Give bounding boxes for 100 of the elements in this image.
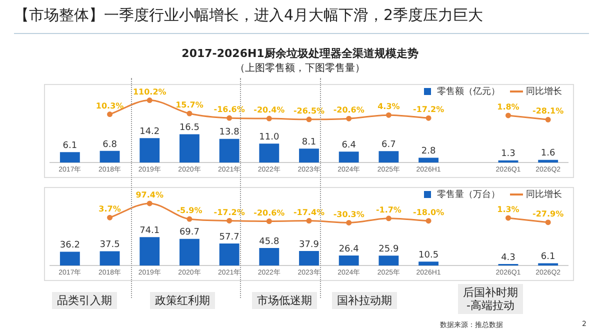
bar — [418, 262, 438, 266]
text: 【市场整体】一季度行业小幅增长，进入4月大幅下滑，2季度压力巨大 — [14, 6, 484, 25]
data-label: 1.3% — [497, 205, 520, 214]
data-label: 6.7 — [382, 140, 396, 150]
data-label: 74.1 — [140, 226, 160, 236]
point — [146, 98, 152, 104]
bar — [219, 243, 240, 266]
point — [346, 116, 352, 122]
bar — [259, 144, 280, 163]
data-label: -27.9% — [532, 209, 564, 218]
data-label: -16.6% — [214, 105, 245, 114]
data-label: 37.9 — [298, 240, 320, 250]
bar — [378, 151, 399, 163]
point — [107, 112, 113, 118]
data-label: 1.6 — [540, 148, 556, 159]
point — [426, 115, 432, 121]
text: 品类引入期 — [52, 292, 117, 309]
bar — [338, 152, 359, 163]
point — [186, 110, 192, 116]
data-label: 97.4% — [136, 190, 164, 200]
legend-label: 零售量（万台） — [437, 188, 500, 200]
bar — [60, 152, 80, 163]
chart-title: 2017-2026H1厨余垃圾处理器全渠道规模走势 — [180, 46, 420, 61]
data-label: -17.2% — [413, 105, 444, 114]
data-label: 110.2% — [132, 87, 166, 96]
point — [505, 112, 511, 118]
data-label: 4.3% — [378, 102, 400, 112]
text: 国补拉动期 — [332, 292, 397, 309]
bar — [418, 158, 438, 163]
data-label: 6.1 — [62, 140, 78, 151]
point — [545, 220, 551, 226]
data-label: 13.8 — [219, 128, 240, 138]
bar — [219, 138, 240, 163]
point — [306, 116, 312, 122]
text: 后国补时期 -高端拉动 — [458, 284, 523, 314]
data-label: 4.3 — [501, 252, 516, 263]
bar — [338, 255, 359, 266]
point — [266, 218, 272, 224]
data-label: 11.0 — [259, 132, 280, 143]
point — [386, 216, 392, 222]
data-label: 6.4 — [342, 140, 356, 150]
chart-subtitle: （上图零售额，下图零售量） — [234, 62, 366, 75]
data-label: 45.8 — [259, 236, 280, 247]
bar — [180, 238, 200, 266]
data-label: 15.7% — [176, 100, 204, 110]
data-label: 1.8% — [497, 102, 520, 112]
data-label: 36.2 — [60, 240, 80, 251]
bar — [259, 248, 280, 266]
data-label: 16.5 — [179, 123, 200, 134]
data-label: -5.9% — [176, 206, 202, 216]
point — [505, 215, 511, 221]
point — [545, 116, 551, 122]
point — [226, 218, 232, 224]
text: 市场低迷期 — [252, 292, 317, 309]
bar — [299, 251, 319, 266]
data-label: 10.3% — [96, 101, 124, 110]
data-label: -1.7% — [376, 205, 402, 214]
data-label: 14.2 — [140, 127, 160, 138]
point — [266, 116, 272, 122]
data-label: -18.0% — [413, 208, 444, 217]
data-label: -17.4% — [293, 208, 325, 217]
text: 政策红利期 — [150, 292, 215, 309]
data-label: 6.8 — [102, 140, 118, 150]
data-label: 6.1 — [540, 252, 556, 262]
data-label: -26.5% — [293, 106, 325, 116]
legend-label: 同比增长 — [526, 188, 562, 200]
point — [346, 220, 352, 226]
bar — [140, 138, 160, 163]
bar — [100, 150, 120, 163]
bar — [378, 256, 399, 266]
point — [186, 216, 192, 222]
point — [226, 115, 232, 121]
data-label: 10.5 — [418, 250, 439, 260]
point — [306, 218, 312, 224]
data-label: -20.6% — [254, 208, 285, 218]
legend-label: 零售额（亿元） — [437, 86, 500, 97]
point — [386, 112, 392, 118]
data-label: 37.5 — [100, 240, 120, 250]
point — [146, 200, 152, 206]
point — [426, 218, 432, 224]
data-label: 25.9 — [378, 244, 399, 254]
bar — [60, 252, 80, 266]
data-label: -28.1% — [532, 106, 564, 116]
legend-label: 同比增长 — [526, 86, 562, 97]
bar — [299, 148, 319, 163]
data-label: -20.6% — [333, 106, 364, 115]
data-label: -20.4% — [254, 106, 285, 115]
data-label: 26.4 — [338, 244, 360, 254]
bar — [180, 134, 200, 163]
bar — [538, 160, 558, 163]
data-label: 2.8 — [421, 146, 436, 157]
point — [107, 214, 113, 220]
data-label: 3.7% — [98, 204, 121, 214]
data-label: 69.7 — [179, 228, 200, 238]
data-label: -17.2% — [214, 208, 245, 217]
data-label: 1.3 — [501, 149, 516, 160]
data-label: 57.7 — [219, 232, 240, 242]
data-label: -30.3% — [333, 210, 364, 219]
bar — [100, 251, 120, 266]
data-label: 8.1 — [302, 138, 316, 148]
